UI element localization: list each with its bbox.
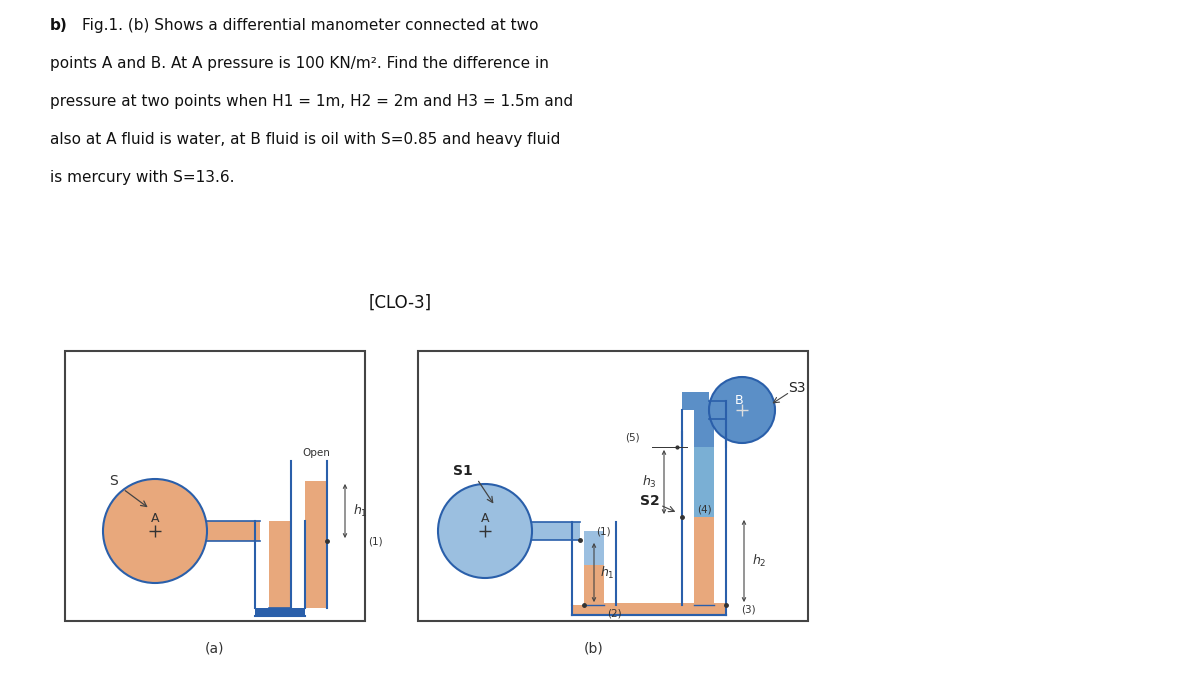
- Bar: [572, 605, 726, 615]
- Text: b): b): [50, 18, 67, 33]
- Text: S: S: [109, 474, 118, 488]
- Bar: [65, 351, 365, 621]
- Text: also at A fluid is water, at B fluid is oil with S=0.85 and heavy fluid: also at A fluid is water, at B fluid is …: [50, 132, 560, 147]
- Text: (b): (b): [583, 641, 604, 655]
- Bar: [682, 392, 709, 410]
- Bar: [694, 447, 714, 517]
- Text: $h_2$: $h_2$: [751, 553, 767, 569]
- Text: (4): (4): [697, 504, 712, 514]
- Bar: [572, 605, 726, 615]
- Text: $h_1$: $h_1$: [600, 565, 614, 581]
- Text: A: A: [481, 513, 490, 526]
- Bar: [254, 608, 305, 616]
- Text: (a): (a): [205, 641, 224, 655]
- Bar: [584, 565, 604, 605]
- Circle shape: [709, 377, 775, 443]
- Text: S3: S3: [788, 381, 805, 395]
- Bar: [709, 401, 726, 419]
- Circle shape: [103, 479, 208, 583]
- Text: $h_3$: $h_3$: [642, 474, 656, 490]
- Bar: [208, 521, 260, 541]
- Text: is mercury with S=13.6.: is mercury with S=13.6.: [50, 170, 234, 185]
- Bar: [418, 351, 808, 621]
- Text: (3): (3): [740, 605, 755, 615]
- Text: B: B: [734, 394, 743, 406]
- Bar: [532, 522, 580, 540]
- Bar: [584, 603, 726, 615]
- Text: (1): (1): [595, 527, 611, 537]
- Text: (5): (5): [625, 432, 640, 442]
- Text: Open: Open: [302, 448, 330, 458]
- Bar: [694, 430, 714, 447]
- Text: (2): (2): [607, 608, 622, 618]
- Text: A: A: [151, 511, 160, 524]
- Text: (1): (1): [367, 536, 383, 546]
- Bar: [269, 521, 292, 608]
- Text: Fig.1. (b) Shows a differential manometer connected at two: Fig.1. (b) Shows a differential manomete…: [82, 18, 539, 33]
- Bar: [694, 517, 714, 605]
- Circle shape: [438, 484, 532, 578]
- Text: points A and B. At A pressure is 100 KN/m². Find the difference in: points A and B. At A pressure is 100 KN/…: [50, 56, 548, 71]
- Text: [CLO-3]: [CLO-3]: [368, 294, 432, 312]
- Bar: [694, 410, 714, 447]
- Bar: [584, 531, 604, 565]
- Bar: [305, 481, 326, 608]
- Text: $h_1$: $h_1$: [353, 503, 367, 519]
- Text: pressure at two points when H1 = 1m, H2 = 2m and H3 = 1.5m and: pressure at two points when H1 = 1m, H2 …: [50, 94, 574, 109]
- Text: S2: S2: [640, 494, 660, 508]
- Text: S1: S1: [454, 464, 473, 478]
